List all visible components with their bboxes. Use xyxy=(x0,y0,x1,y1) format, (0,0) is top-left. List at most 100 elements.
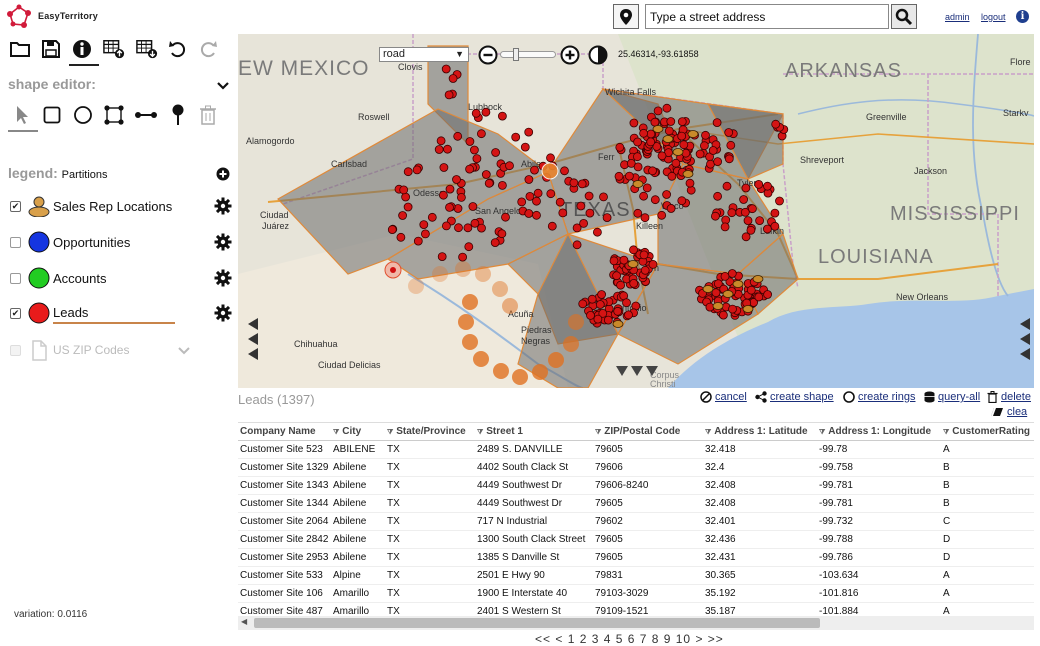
lead-point[interactable] xyxy=(763,224,772,234)
lead-point[interactable] xyxy=(739,195,749,204)
ring-marker[interactable] xyxy=(548,352,564,368)
filter-icon[interactable]: ⧩ xyxy=(595,429,602,436)
lead-point[interactable] xyxy=(657,210,667,220)
cancel-button[interactable]: cancel xyxy=(700,391,747,403)
lead-point[interactable] xyxy=(713,279,723,289)
filter-icon[interactable]: ⧩ xyxy=(705,429,712,436)
lead-point[interactable] xyxy=(615,142,625,152)
filter-icon[interactable]: ⧩ xyxy=(943,429,950,436)
create-rings-button[interactable]: create rings xyxy=(843,391,915,403)
filter-icon[interactable]: ⧩ xyxy=(477,429,484,436)
map-pan-right[interactable] xyxy=(1020,318,1030,360)
undo-button[interactable] xyxy=(167,38,189,60)
lead-point[interactable] xyxy=(558,208,568,218)
sales-rep-marker[interactable] xyxy=(722,290,734,298)
lead-point[interactable] xyxy=(748,204,757,214)
chevron-down-icon[interactable] xyxy=(177,346,191,355)
ring-marker[interactable] xyxy=(462,334,478,350)
open-folder-button[interactable] xyxy=(9,38,31,60)
lead-point[interactable] xyxy=(524,127,534,137)
table-row[interactable]: Customer Site 106 Amarillo TX 1900 E Inters… xyxy=(238,584,1034,603)
lead-point[interactable] xyxy=(639,191,649,201)
lead-point[interactable] xyxy=(524,175,534,184)
zoom-slider-handle[interactable] xyxy=(513,48,519,61)
lead-point[interactable] xyxy=(441,64,451,74)
lead-point[interactable] xyxy=(470,218,480,228)
lead-point[interactable] xyxy=(412,165,422,175)
lead-point[interactable] xyxy=(727,269,737,278)
column-header[interactable]: ⧩ ZIP/Postal Code xyxy=(593,422,703,441)
table-row[interactable]: Customer Site 2842 Abilene TX 1300 South Cl… xyxy=(238,530,1034,549)
locate-button[interactable] xyxy=(613,4,639,29)
lead-points[interactable] xyxy=(387,52,789,328)
lead-point[interactable] xyxy=(490,238,500,248)
lead-point[interactable] xyxy=(505,161,514,171)
lead-point[interactable] xyxy=(530,165,539,175)
lead-point[interactable] xyxy=(770,221,780,231)
legend-item-leads[interactable]: ✔ Leads xyxy=(10,302,232,324)
lead-point[interactable] xyxy=(639,250,649,260)
lead-point[interactable] xyxy=(653,106,663,116)
lead-point[interactable] xyxy=(657,151,667,161)
lead-point[interactable] xyxy=(572,223,582,233)
zoom-out-button[interactable] xyxy=(478,45,498,65)
pointer-tool[interactable] xyxy=(11,104,33,126)
lead-point[interactable] xyxy=(533,188,543,198)
lead-point[interactable] xyxy=(603,315,613,325)
scrollbar-thumb[interactable] xyxy=(254,618,820,628)
delete-button[interactable]: delete xyxy=(987,391,1031,403)
lead-point[interactable] xyxy=(671,158,681,168)
lead-point[interactable] xyxy=(403,167,413,177)
filter-icon[interactable]: ⧩ xyxy=(819,429,826,436)
lead-point[interactable] xyxy=(677,117,687,126)
lead-point[interactable] xyxy=(662,103,672,113)
pan-down-arrow[interactable] xyxy=(616,366,628,376)
sales-rep-marker[interactable] xyxy=(627,260,639,268)
contrast-toggle-button[interactable] xyxy=(588,45,608,65)
lead-point[interactable] xyxy=(579,218,589,228)
lead-point[interactable] xyxy=(701,130,710,140)
line-tool[interactable] xyxy=(135,104,157,126)
lead-point[interactable] xyxy=(640,265,650,275)
ring-marker[interactable] xyxy=(408,278,424,294)
lead-point[interactable] xyxy=(524,209,534,218)
sales-rep-marker[interactable] xyxy=(712,302,724,310)
gear-icon[interactable] xyxy=(214,197,232,215)
circle-tool[interactable] xyxy=(72,104,94,126)
sales-rep-marker[interactable] xyxy=(612,320,624,328)
lead-point[interactable] xyxy=(427,212,437,222)
layer-checkbox[interactable]: ✔ xyxy=(10,308,21,319)
lead-point[interactable] xyxy=(713,191,723,201)
map-view[interactable]: EW MEXICO ARKANSAS TEXAS MISSISSIPPI LOU… xyxy=(238,34,1034,388)
lead-point[interactable] xyxy=(413,236,423,246)
ring-marker[interactable] xyxy=(455,261,471,277)
lead-point[interactable] xyxy=(755,216,764,226)
layer-checkbox[interactable] xyxy=(10,237,21,248)
table-row[interactable]: Customer Site 533 Alpine TX 2501 E Hwy 90 79… xyxy=(238,566,1034,585)
lead-point[interactable] xyxy=(648,259,658,269)
lead-point[interactable] xyxy=(609,256,619,266)
save-button[interactable] xyxy=(40,38,62,60)
lead-point[interactable] xyxy=(468,202,478,211)
lead-point[interactable] xyxy=(555,197,565,207)
column-header[interactable]: ⧩ Address 1: Longitude xyxy=(817,422,941,441)
lead-point[interactable] xyxy=(471,108,481,118)
lead-point[interactable] xyxy=(501,212,510,222)
filter-icon[interactable]: ⧩ xyxy=(387,429,394,436)
gear-icon[interactable] xyxy=(214,304,232,322)
lead-point[interactable] xyxy=(642,183,652,193)
lead-point[interactable] xyxy=(648,166,657,176)
table-row[interactable]: Customer Site 523 ABILENE TX 2489 S. DANVIL… xyxy=(238,440,1034,459)
rectangle-tool[interactable] xyxy=(41,104,63,126)
redo-button[interactable] xyxy=(197,38,219,60)
pan-right-arrow[interactable] xyxy=(1020,348,1030,360)
lead-point[interactable] xyxy=(572,240,582,250)
lead-point[interactable] xyxy=(718,310,728,320)
lead-point[interactable] xyxy=(775,196,784,206)
lead-point[interactable] xyxy=(420,229,430,239)
query-all-button[interactable]: query-all xyxy=(924,391,980,403)
lead-point[interactable] xyxy=(624,310,633,320)
lead-point[interactable] xyxy=(711,288,721,298)
lead-point[interactable] xyxy=(481,107,491,117)
lead-point[interactable] xyxy=(497,111,507,121)
